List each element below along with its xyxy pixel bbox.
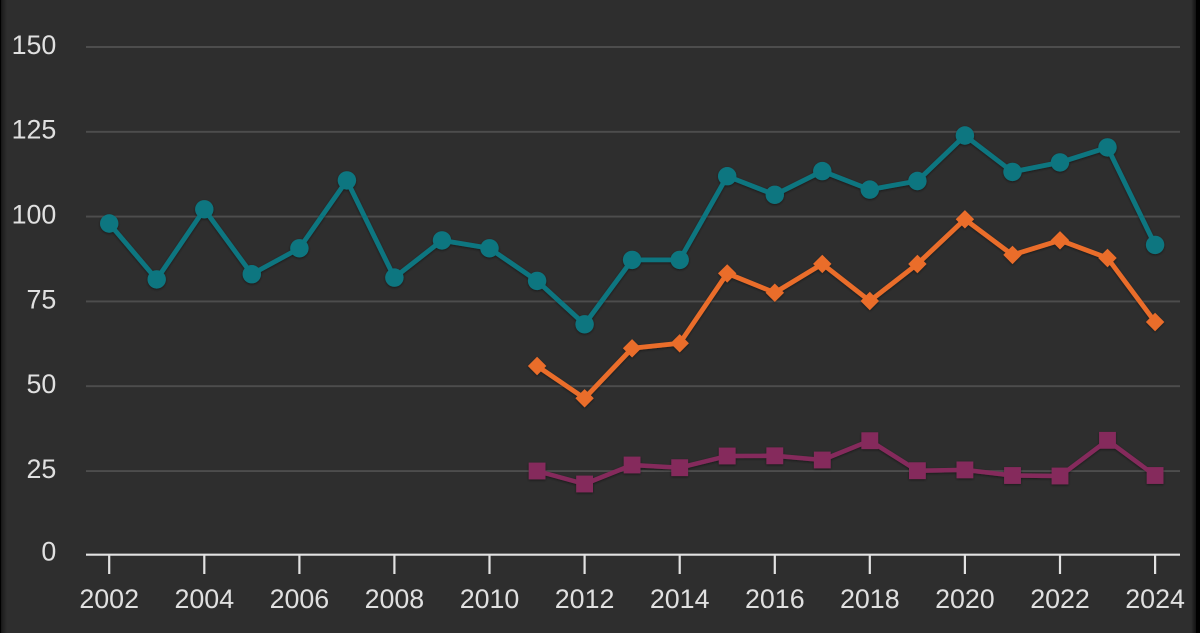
svg-text:0: 0 — [41, 537, 56, 567]
svg-text:2012: 2012 — [555, 584, 615, 614]
svg-text:2018: 2018 — [840, 584, 900, 614]
svg-text:2024: 2024 — [1125, 584, 1185, 614]
svg-text:2014: 2014 — [650, 584, 710, 614]
svg-text:2004: 2004 — [174, 584, 234, 614]
svg-text:2022: 2022 — [1030, 584, 1090, 614]
svg-text:2008: 2008 — [365, 584, 425, 614]
svg-text:150: 150 — [12, 30, 57, 60]
svg-text:25: 25 — [26, 454, 56, 484]
svg-text:2010: 2010 — [460, 584, 520, 614]
svg-text:75: 75 — [26, 284, 56, 314]
svg-text:2020: 2020 — [935, 584, 995, 614]
svg-text:2002: 2002 — [79, 584, 139, 614]
svg-text:2006: 2006 — [270, 584, 330, 614]
svg-text:100: 100 — [12, 200, 57, 230]
svg-text:50: 50 — [26, 369, 56, 399]
svg-text:2016: 2016 — [745, 584, 805, 614]
svg-text:125: 125 — [12, 115, 57, 145]
